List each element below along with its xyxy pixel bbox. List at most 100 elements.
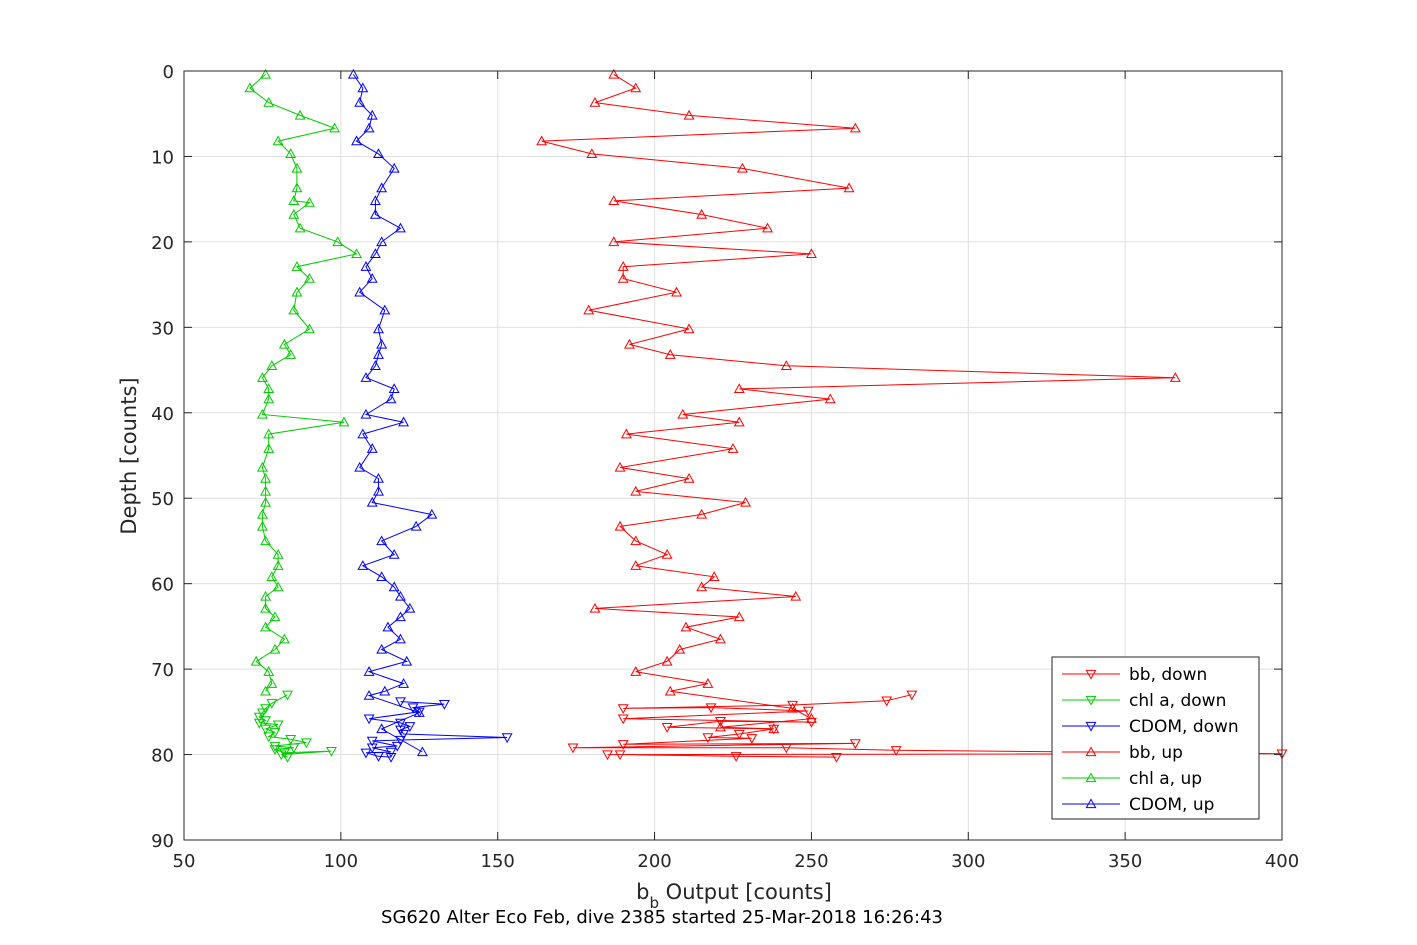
data-point-marker	[680, 621, 692, 632]
data-point-marker	[373, 349, 384, 359]
data-point-marker	[715, 717, 726, 727]
data-point-marker	[288, 195, 300, 206]
data-point-marker	[266, 678, 278, 688]
data-point-marker	[395, 697, 406, 708]
data-point-marker	[617, 740, 629, 750]
data-point-marker	[708, 571, 720, 582]
data-point-marker	[438, 699, 450, 710]
data-point-marker	[683, 472, 695, 483]
x-axis-label-subscript: b	[649, 894, 659, 912]
data-point-marker	[733, 611, 745, 622]
y-axis-label: Depth [counts]	[117, 377, 141, 534]
legend-entry-label: CDOM, up	[1129, 795, 1214, 815]
data-point-marker	[831, 752, 842, 763]
data-point-marker	[357, 560, 369, 570]
y-tick-label: 30	[151, 318, 174, 339]
data-point-marker	[715, 721, 726, 732]
data-point-marker	[354, 461, 366, 472]
data-point-marker	[664, 685, 676, 696]
data-point-marker	[586, 148, 598, 159]
data-point-marker	[288, 743, 300, 754]
data-point-marker	[263, 666, 275, 676]
data-point-marker	[260, 68, 272, 79]
data-point-marker	[567, 743, 579, 754]
data-point-marker	[250, 655, 262, 666]
data-point-marker	[260, 590, 272, 601]
data-point-marker	[733, 383, 745, 394]
legend-entry-label: bb, down	[1129, 665, 1207, 685]
data-point-marker	[269, 745, 281, 756]
data-point-marker	[501, 733, 513, 744]
data-point-marker	[256, 408, 268, 419]
data-point-marker	[705, 703, 717, 714]
legend-entry-label: bb, up	[1129, 743, 1183, 763]
x-axis-label-main: b	[636, 880, 649, 904]
data-point-marker	[385, 747, 397, 758]
y-tick-label: 10	[151, 147, 174, 168]
data-point-marker	[376, 571, 388, 582]
data-point-marker	[376, 723, 388, 734]
data-point-marker	[664, 349, 676, 359]
data-point-marker	[294, 109, 306, 120]
data-point-marker	[379, 304, 391, 315]
data-point-marker	[608, 236, 620, 247]
data-point-marker	[589, 96, 601, 107]
series-cdom-down	[360, 697, 513, 763]
data-point-marker	[366, 273, 378, 283]
legend-box	[1051, 656, 1260, 820]
data-point-marker	[413, 707, 425, 717]
data-point-marker	[805, 248, 817, 259]
chart-caption: SG620 Alter Eco Feb, dive 2385 started 2…	[381, 907, 943, 928]
data-point-marker	[291, 286, 303, 297]
data-point-marker	[373, 485, 384, 496]
data-point-marker	[269, 741, 281, 752]
data-point-marker	[696, 581, 708, 592]
y-tick-label: 50	[151, 489, 174, 510]
data-point-marker	[630, 485, 642, 496]
data-point-marker	[376, 535, 388, 546]
data-point-marker	[369, 360, 381, 370]
data-point-marker	[410, 520, 422, 531]
data-point-marker	[696, 508, 708, 519]
data-point-marker	[291, 261, 303, 271]
data-point-marker	[347, 68, 359, 79]
plot-frame	[183, 70, 1283, 841]
data-point-marker	[360, 372, 372, 382]
x-tick-label: 150	[481, 851, 515, 872]
data-point-marker	[282, 752, 293, 763]
data-point-marker	[398, 678, 410, 688]
data-point-marker	[357, 428, 369, 439]
data-point-marker	[325, 746, 337, 757]
data-point-marker	[608, 68, 620, 79]
data-point-marker	[260, 485, 272, 496]
data-point-marker	[363, 714, 375, 725]
data-point-marker	[683, 109, 695, 120]
x-tick-label: 250	[794, 851, 828, 872]
x-axis-label: bb Output [counts]	[636, 880, 832, 912]
data-point-marker	[256, 372, 268, 382]
data-point-marker	[256, 508, 268, 519]
data-point-marker	[614, 461, 626, 472]
data-point-marker	[369, 208, 381, 219]
data-point-marker	[285, 148, 297, 159]
legend-entry-label: chl a, up	[1129, 769, 1202, 789]
legend-entry-label: chl a, down	[1129, 691, 1226, 711]
legend-swatch-marker	[1085, 695, 1097, 706]
data-point-marker	[617, 261, 629, 271]
series-line	[541, 73, 1176, 730]
data-point-marker	[373, 472, 384, 483]
data-point-marker	[762, 222, 773, 233]
y-tick-label: 80	[151, 746, 174, 767]
data-point-marker	[805, 713, 817, 723]
data-point-marker	[332, 236, 344, 247]
data-point-marker	[790, 590, 802, 601]
data-point-marker	[285, 349, 297, 359]
data-point-marker	[360, 408, 372, 419]
data-point-marker	[360, 748, 372, 759]
data-point-marker	[395, 222, 406, 233]
data-point-marker	[366, 736, 378, 747]
data-point-marker	[354, 286, 366, 297]
data-point-marker	[746, 734, 758, 744]
data-point-marker	[363, 666, 375, 676]
